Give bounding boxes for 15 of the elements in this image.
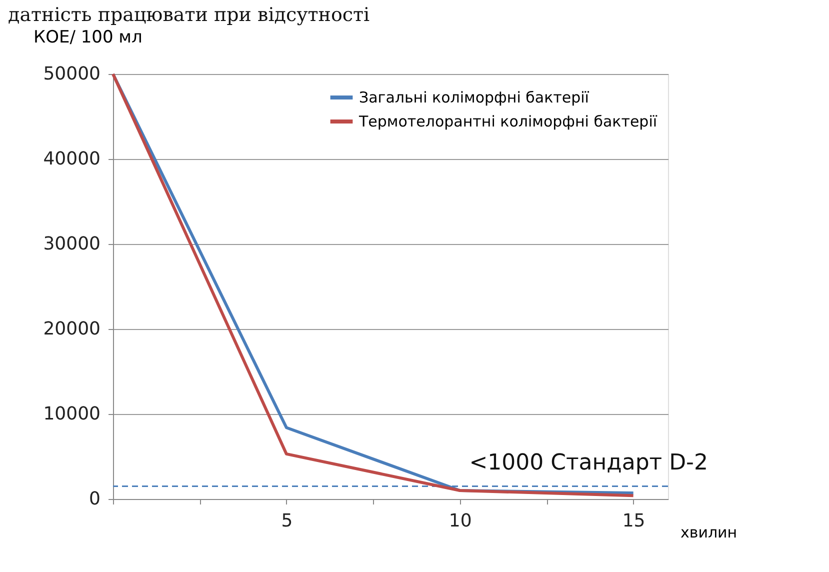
y-tick-label: 0 [89,488,100,510]
legend-label: Термотелорантні коліморфні бактерії [358,112,658,130]
y-tick-label: 50000 [43,64,100,84]
y-axis-title: КОЕ/ 100 мл [34,28,142,48]
y-tick-label: 20000 [43,318,100,340]
y-tick-label: 40000 [43,148,100,170]
ref-line-label: <1000 Стандарт D-2 [469,450,708,476]
y-tick-label: 30000 [43,234,100,254]
y-tick-label: 10000 [43,404,100,424]
text: датність працювати при відсутності [8,4,370,26]
x-tick-label: 5 [281,510,293,532]
x-tick-label: 15 [622,510,646,532]
x-tick-label: 10 [448,510,472,532]
x-axis-title: хвилин [680,524,738,542]
legend-label: Загальні коліморфні бактерії [359,88,590,106]
